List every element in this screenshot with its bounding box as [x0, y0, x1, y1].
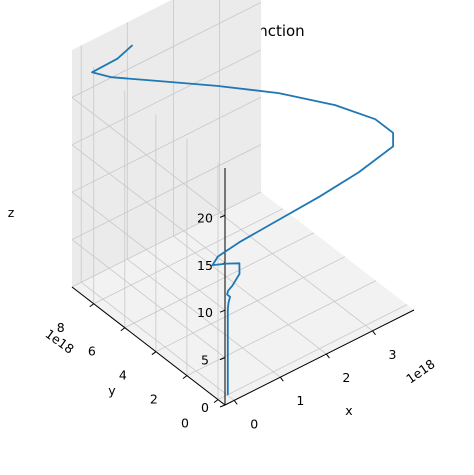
x-tick-mark [326, 353, 330, 359]
x-grid-floor [173, 235, 327, 355]
axes-grid [71, 0, 408, 406]
z-grid-right [71, 96, 262, 193]
z-grid-right [71, 2, 262, 98]
z-tick-mark [219, 309, 226, 313]
tick-labels: 0 1 2 3 0 2 4 6 8 0 5 10 15 20 [57, 210, 397, 431]
z-tick-label: 5 [201, 353, 209, 368]
axes-panes [72, 0, 414, 405]
z-grid-right [71, 191, 262, 288]
x-grid-floor [127, 258, 281, 378]
x-tick-label: 1 [296, 393, 304, 408]
y-tick-label: 4 [119, 368, 127, 383]
z-tick-label: 15 [197, 258, 213, 273]
y-grid-floor [186, 280, 377, 377]
y-tick-mark [213, 399, 219, 404]
z-tick-mark [219, 404, 226, 408]
z-tick-mark [219, 357, 226, 361]
x-tick-label: 2 [342, 370, 350, 385]
y-tick-mark [89, 303, 95, 308]
x-tick-label: 0 [250, 416, 258, 431]
x-grid-floor [219, 212, 373, 332]
x-tick-mark [279, 376, 284, 382]
x-tick-mark [233, 400, 238, 405]
z-tick-label: 0 [201, 400, 209, 415]
z-grid-right [71, 144, 262, 240]
z-grid-left [71, 191, 226, 311]
y-tick-label: 2 [150, 392, 158, 407]
y-tick-label: 0 [181, 416, 189, 431]
y-grid-floor [217, 304, 408, 400]
y-axis-line [71, 286, 226, 406]
z-tick-label: 10 [197, 305, 213, 320]
z-axis-label: z [8, 205, 15, 220]
y-tick-mark [120, 327, 126, 332]
x-tick-label: 3 [389, 347, 397, 362]
y-tick-label: 8 [57, 320, 65, 335]
series-line [91, 44, 394, 396]
z-grid-right [71, 49, 262, 146]
z-grid-left [71, 144, 226, 264]
z-grid-left [71, 97, 226, 216]
y-grid-floor [155, 256, 346, 353]
y-tick-mark [182, 375, 188, 380]
z-tick-label: 20 [197, 210, 213, 225]
x-grid-floor [80, 282, 235, 401]
x-axis-line [224, 309, 415, 406]
y-axis-label: y [108, 383, 116, 398]
y-tick-mark [151, 351, 157, 356]
axes-lines [71, 168, 415, 408]
y-grid-floor [124, 232, 314, 329]
y-grid-floor [93, 208, 283, 305]
y-tick-label: 6 [88, 344, 96, 359]
x-axis-label: x [345, 403, 352, 418]
right-pane [72, 0, 261, 287]
z-tick-mark [219, 214, 226, 218]
z-grid-left [71, 239, 226, 358]
x-tick-mark [372, 330, 376, 336]
x-offset-label: 1e18 [403, 356, 437, 386]
